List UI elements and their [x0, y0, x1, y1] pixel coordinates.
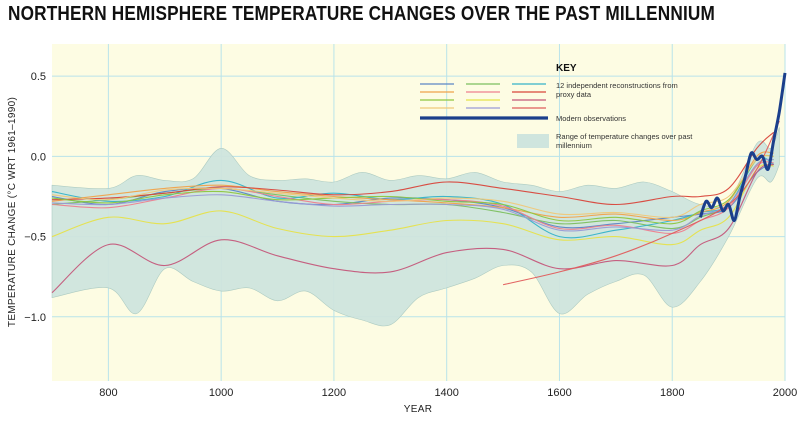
- reconstruction-line: [51, 151, 774, 222]
- reconstruction-line: [51, 163, 774, 246]
- legend-title: KEY: [556, 63, 577, 74]
- chart-title: NORTHERN HEMISPHERE TEMPERATURE CHANGES …: [8, 3, 716, 25]
- legend-entry-range-text: Range of temperature changes over past: [556, 132, 693, 141]
- y-tick-label: 0.5: [31, 71, 46, 83]
- x-tick-label: 800: [99, 387, 117, 399]
- legend-swatch-range: [517, 134, 549, 148]
- x-tick-label: 1800: [660, 387, 684, 399]
- range-band-layer: [51, 127, 780, 327]
- y-tick-label: 0.0: [31, 151, 46, 163]
- legend-entry-reconstructions-line1: 12 independent reconstructions from: [556, 81, 678, 90]
- legend-text-continuation: millennium: [556, 141, 592, 150]
- x-axis-ticks: 800 1000 1200 1400 1600 1800 2000: [99, 387, 797, 399]
- y-tick-label: −0.5: [24, 232, 46, 244]
- legend-entry-reconstructions: 12 independent reconstructions from prox…: [556, 81, 680, 99]
- legend-entry-observations: Modern observations: [556, 114, 626, 123]
- legend: KEY 12 independent reconstructions from …: [420, 63, 694, 150]
- legend-swatches: [420, 83, 546, 109]
- reconstruction-line: [502, 120, 780, 286]
- legend-text-continuation: proxy data: [556, 90, 592, 99]
- reconstruction-line: [51, 131, 775, 206]
- reconstruction-line: [51, 158, 774, 232]
- y-tick-label: −1.0: [24, 312, 46, 324]
- reconstruction-line: [51, 163, 774, 294]
- x-axis-label: YEAR: [404, 404, 432, 415]
- observations-line: [698, 72, 787, 223]
- observations-layer: [698, 72, 787, 223]
- reconstructions-layer: [51, 120, 780, 294]
- legend-entry-range: Range of temperature changes over past m…: [556, 132, 694, 150]
- x-tick-label: 1200: [322, 387, 346, 399]
- y-axis-label: TEMPERATURE CHANGE (°C WRT 1961–1990): [7, 97, 18, 327]
- range-band: [51, 127, 780, 327]
- x-tick-label: 1000: [209, 387, 233, 399]
- x-tick-label: 1400: [434, 387, 458, 399]
- reconstruction-line: [51, 154, 774, 225]
- x-tick-label: 1600: [547, 387, 571, 399]
- y-axis-ticks: 0.5 0.0 −0.5 −1.0: [24, 71, 46, 324]
- x-tick-label: 2000: [773, 387, 797, 399]
